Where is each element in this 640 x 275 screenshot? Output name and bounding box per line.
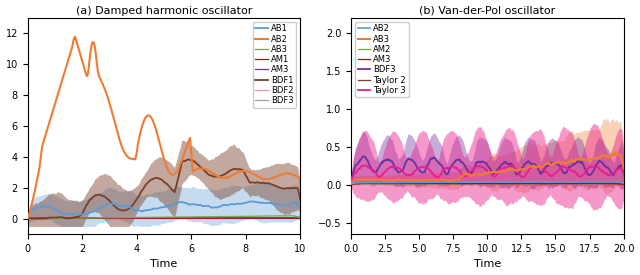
X-axis label: Time: Time — [474, 259, 501, 270]
Title: (b) Van-der-Pol oscillator: (b) Van-der-Pol oscillator — [419, 6, 556, 16]
Legend: AB1, AB2, AB3, AM1, AM3, BDF1, BDF2, BDF3: AB1, AB2, AB3, AM1, AM3, BDF1, BDF2, BDF… — [253, 22, 296, 108]
X-axis label: Time: Time — [150, 259, 178, 270]
Legend: AB2, AB3, AM2, AM3, BDF3, Taylor 2, Taylor 3: AB2, AB3, AM2, AM3, BDF3, Taylor 2, Tayl… — [355, 22, 409, 97]
Title: (a) Damped harmonic oscillator: (a) Damped harmonic oscillator — [76, 6, 252, 16]
